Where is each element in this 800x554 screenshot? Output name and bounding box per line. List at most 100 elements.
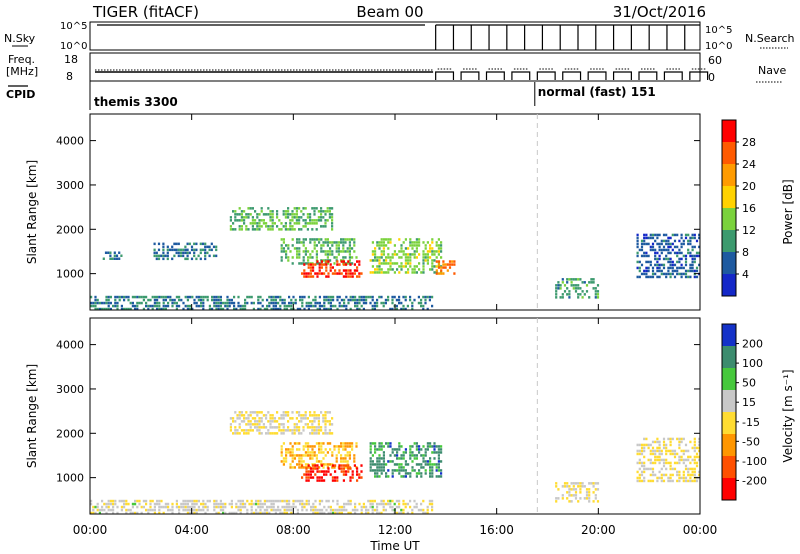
power-cell (326, 244, 329, 247)
power-cell (658, 248, 661, 252)
velocity-cell (391, 448, 394, 451)
power-cell (193, 298, 196, 302)
power-cell (426, 256, 429, 259)
power-cell (329, 263, 332, 266)
power-cell (301, 295, 304, 299)
power-cell (684, 233, 688, 237)
power-cell (120, 295, 123, 299)
power-cell (407, 256, 410, 259)
velocity-cell (417, 508, 420, 512)
power-cell (437, 266, 441, 269)
power-cell (391, 262, 394, 265)
power-cell (191, 307, 194, 311)
power-cell (342, 263, 345, 266)
power-cell (236, 219, 239, 222)
power-cell (338, 263, 341, 266)
velocity-cell (245, 429, 248, 432)
power-cell (367, 295, 370, 299)
velocity-cell (373, 499, 376, 503)
power-cell (179, 248, 183, 252)
velocity-cell (654, 452, 657, 456)
power-cell (658, 254, 661, 258)
velocity-cell (307, 473, 310, 476)
power-cell (315, 262, 318, 265)
velocity-cell (374, 445, 377, 448)
power-cell (687, 269, 690, 273)
power-cell (362, 307, 365, 311)
velocity-cell (276, 420, 279, 423)
power-cell (184, 248, 187, 252)
power-cell (680, 266, 683, 270)
power-cell (279, 295, 282, 299)
power-cell (453, 260, 456, 263)
power-cell (396, 253, 399, 256)
power-cell (676, 266, 679, 270)
power-cell (175, 301, 178, 305)
power-cell (695, 254, 699, 258)
power-cell (272, 298, 275, 302)
velocity-cell (301, 476, 304, 479)
velocity-cell (398, 505, 401, 509)
velocity-cell (435, 445, 438, 448)
velocity-cell (260, 426, 263, 429)
velocity-cell (258, 411, 261, 414)
velocity-cell (258, 420, 261, 423)
power-cell (340, 238, 343, 241)
power-cell (287, 216, 290, 219)
velocity-cell (360, 476, 363, 479)
power-cell (376, 241, 379, 244)
power-cell (314, 298, 317, 302)
power-cell (177, 248, 180, 252)
velocity-cell (691, 467, 694, 471)
velocity-cell (338, 464, 341, 467)
power-cell (435, 272, 438, 275)
velocity-cell (594, 488, 597, 491)
power-cell (404, 259, 407, 262)
velocity-cell (382, 454, 385, 457)
power-cell (667, 260, 670, 264)
power-cell (315, 219, 318, 222)
velocity-cell (103, 502, 106, 506)
power-cell (277, 301, 280, 305)
power-cell (331, 213, 334, 216)
velocity-cell (313, 411, 316, 414)
power-cell (680, 251, 683, 255)
velocity-cell (296, 511, 299, 515)
velocity-cell (230, 505, 233, 509)
x-axis-label: Time UT (369, 539, 420, 553)
velocity-cell (114, 499, 117, 503)
velocity-cell (305, 467, 308, 470)
power-cell (302, 213, 305, 216)
velocity-cell (291, 451, 294, 454)
power-cell (325, 260, 328, 263)
velocity-cell (406, 502, 409, 506)
power-cell (656, 236, 659, 240)
velocity-cell (369, 451, 372, 454)
velocity-cell (240, 429, 243, 432)
velocity-cell (345, 464, 348, 467)
velocity-cell (288, 505, 291, 509)
velocity-cell (249, 414, 252, 417)
power-cell (426, 241, 429, 244)
velocity-cell (433, 445, 436, 448)
velocity-cell (351, 470, 354, 473)
power-cell (217, 298, 220, 302)
power-cell (311, 256, 314, 259)
power-cell (658, 242, 661, 246)
power-cell (197, 254, 200, 258)
velocity-cell (429, 445, 432, 448)
power-cell (429, 250, 432, 253)
power-cell (304, 250, 307, 253)
velocity-cell (234, 429, 237, 432)
power-cell (320, 213, 323, 216)
velocity-cell (323, 470, 326, 473)
velocity-cell (217, 511, 220, 515)
power-cell (389, 241, 392, 244)
velocity-cell (315, 457, 318, 460)
velocity-cell (638, 473, 641, 477)
velocity-cell (693, 473, 696, 477)
power-cell (307, 256, 310, 259)
power-cell (340, 298, 343, 302)
power-cell (271, 219, 274, 222)
velocity-cell (329, 505, 332, 509)
